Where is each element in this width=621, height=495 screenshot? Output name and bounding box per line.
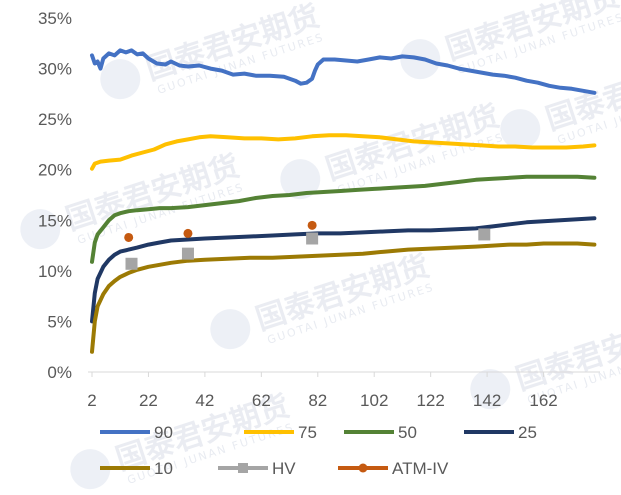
legend-item-25: 25 xyxy=(464,423,537,442)
watermark-logo-icon xyxy=(20,209,61,250)
watermark-logo-icon xyxy=(210,309,251,350)
y-tick-label: 20% xyxy=(38,161,72,180)
point-atm-iv xyxy=(183,228,193,238)
series-layer xyxy=(90,48,597,354)
watermark-logo-icon xyxy=(280,159,321,200)
legend-item-10: 10 xyxy=(100,459,173,478)
series-line-10 xyxy=(90,241,597,354)
point-atm-iv xyxy=(124,232,134,242)
watermark-logo-icon xyxy=(100,59,141,100)
point-hv xyxy=(478,228,491,241)
watermark-logo-icon xyxy=(500,109,541,150)
y-tick-label: 15% xyxy=(38,211,72,230)
legend-label: 25 xyxy=(518,423,537,442)
series-line-25 xyxy=(90,216,597,324)
series-line-50 xyxy=(90,174,597,264)
x-tick-label: 162 xyxy=(529,391,557,410)
series-line-75 xyxy=(90,133,597,171)
y-tick-label: 5% xyxy=(47,312,72,331)
y-tick-label: 0% xyxy=(47,363,72,382)
legend-label: 50 xyxy=(398,423,417,442)
legend-item-75: 75 xyxy=(244,423,317,442)
y-tick-label: 10% xyxy=(38,262,72,281)
legend-label: 10 xyxy=(154,459,173,478)
legend-item-atm-iv: ATM-IV xyxy=(338,459,449,478)
legend-label: HV xyxy=(272,459,296,478)
point-atm-iv xyxy=(307,220,317,230)
x-tick-label: 82 xyxy=(308,391,327,410)
point-hv xyxy=(125,257,138,270)
x-tick-label: 122 xyxy=(416,391,444,410)
y-tick-label: 30% xyxy=(38,60,72,79)
point-hv xyxy=(306,232,319,245)
watermark-logo-icon xyxy=(470,369,511,410)
x-tick-label: 102 xyxy=(360,391,388,410)
x-tick-label: 2 xyxy=(87,391,96,410)
legend-label: 75 xyxy=(298,423,317,442)
legend: 90 75 50 25 10 HV ATM-IV xyxy=(100,423,537,478)
legend-swatch-marker xyxy=(358,463,368,473)
x-tick-label: 142 xyxy=(473,391,501,410)
legend-swatch-marker xyxy=(238,463,248,473)
x-tick-labels: 2 22 42 62 82 102 122 142 162 xyxy=(87,372,558,410)
legend-label: 90 xyxy=(154,423,173,442)
legend-item-90: 90 xyxy=(100,423,173,442)
legend-label: ATM-IV xyxy=(392,459,449,478)
x-tick-label: 22 xyxy=(139,391,158,410)
series-line-90 xyxy=(90,48,597,95)
legend-item-50: 50 xyxy=(344,423,417,442)
legend-item-hv: HV xyxy=(218,459,296,478)
x-tick-label: 42 xyxy=(195,391,214,410)
y-tick-label: 25% xyxy=(38,110,72,129)
watermark-logo-icon xyxy=(70,449,111,490)
y-tick-label: 35% xyxy=(38,9,72,28)
x-tick-label: 62 xyxy=(252,391,271,410)
point-hv xyxy=(181,247,194,260)
watermark-text: 国泰君安期货 xyxy=(442,0,621,68)
y-tick-labels: 0% 5% 10% 15% 20% 25% 30% 35% xyxy=(38,9,72,382)
